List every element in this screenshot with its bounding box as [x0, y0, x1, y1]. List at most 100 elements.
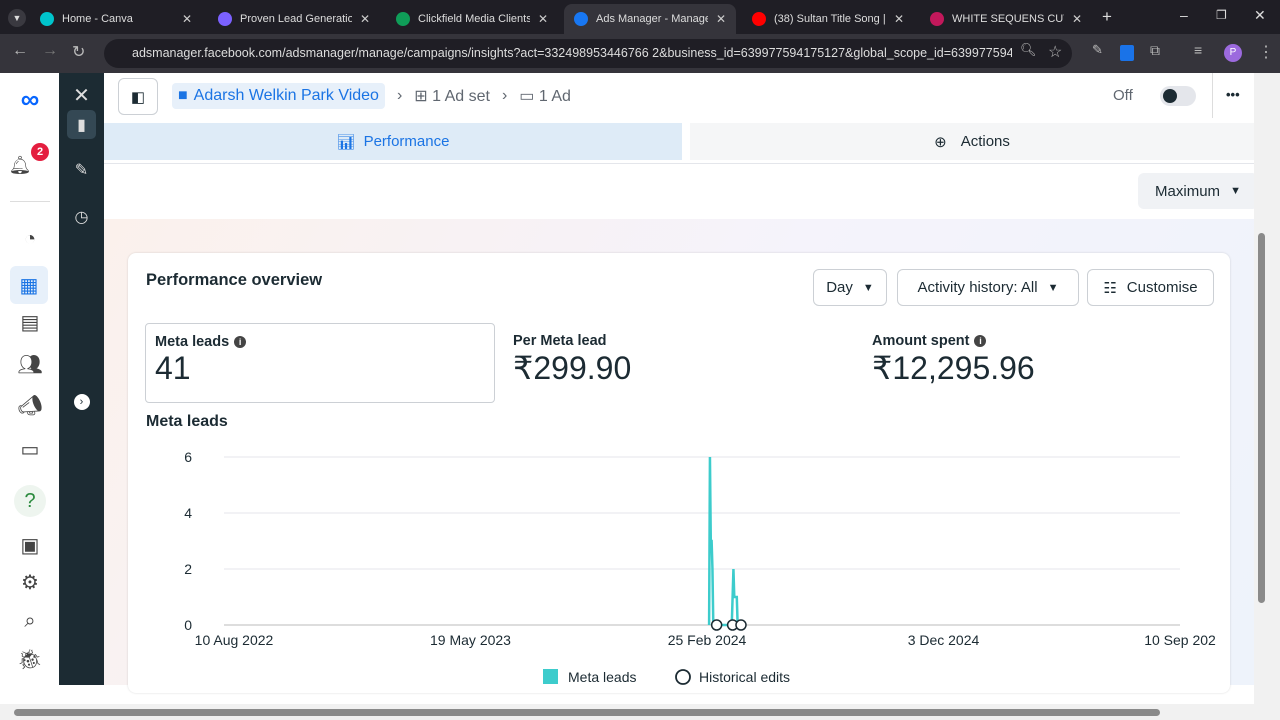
audiences-icon[interactable]: 👥︎: [17, 353, 43, 376]
maximize-button[interactable]: ❐: [1216, 8, 1227, 22]
tab-performance[interactable]: 📊︎ Performance: [104, 123, 682, 160]
browser-tab[interactable]: Proven Lead Generation St ✕: [208, 4, 380, 34]
x-tick-label: 10 Aug 2022: [195, 632, 274, 648]
status-label: Off: [1113, 87, 1133, 104]
granularity-dropdown[interactable]: Day ▼: [813, 269, 887, 306]
search-icon[interactable]: ⌕: [24, 609, 36, 632]
notification-badge: 2: [31, 143, 49, 161]
back-icon[interactable]: ←: [12, 42, 28, 59]
tab-close-icon[interactable]: ✕: [893, 12, 904, 26]
browser-tab[interactable]: Home - Canva ✕: [30, 4, 202, 34]
legend-label: Historical edits: [699, 669, 790, 685]
browser-tab[interactable]: WHITE SEQUENS CUTDAN ✕: [920, 4, 1092, 34]
help-icon[interactable]: ?: [14, 485, 46, 517]
profile-avatar[interactable]: P: [1224, 44, 1242, 62]
scrollbar-thumb[interactable]: [14, 709, 1160, 716]
info-icon[interactable]: i: [234, 336, 247, 348]
tab-actions-label: Actions: [960, 133, 1010, 150]
y-tick-label: 6: [184, 449, 192, 465]
browser-tab[interactable]: (38) Sultan Title Song | Sal ✕: [742, 4, 914, 34]
tab-close-icon[interactable]: ✕: [181, 12, 192, 26]
breadcrumb-campaign[interactable]: ■ Adarsh Welkin Park Video: [172, 83, 385, 109]
sidebar-toggle-icon: ◧: [130, 88, 146, 106]
divider: [1212, 73, 1213, 118]
expand-chevron-icon[interactable]: ›: [73, 393, 90, 410]
breadcrumb-ad[interactable]: ▭ 1 Ad: [519, 88, 571, 105]
url-bar[interactable]: adsmanager.facebook.com/adsmanager/manag…: [104, 39, 1072, 68]
breadcrumb-adset[interactable]: ⊞ 1 Ad set: [414, 88, 490, 105]
metric-value: ₹12,295.96: [872, 350, 1035, 386]
browser-menu-icon[interactable]: ⋮: [1258, 44, 1274, 61]
tab-title: Home - Canva: [62, 13, 133, 25]
edit-pencil-icon[interactable]: ✎: [74, 161, 89, 179]
horizontal-scrollbar[interactable]: [0, 704, 1280, 720]
scrollbar-thumb[interactable]: [1258, 233, 1265, 603]
bookmark-star-icon[interactable]: ☆: [1048, 44, 1063, 61]
historical-edits-icon: [675, 669, 691, 685]
reading-list-icon[interactable]: ≡: [1194, 42, 1203, 58]
customise-button[interactable]: ☷ Customise: [1087, 269, 1214, 306]
caret-down-icon: ▼: [862, 281, 874, 294]
meta-logo-icon[interactable]: ∞: [20, 83, 40, 114]
metric-per-meta-lead[interactable]: Per Meta lead ₹299.90: [513, 333, 631, 387]
extension-pen-icon[interactable]: ✎: [1092, 42, 1103, 57]
breadcrumb: ■ Adarsh Welkin Park Video › ⊞ 1 Ad set ›…: [172, 81, 571, 111]
granularity-value: Day: [826, 279, 853, 296]
download-icon[interactable]: [1120, 45, 1134, 61]
forward-icon[interactable]: →: [42, 42, 58, 59]
advertising-megaphone-icon[interactable]: 📣︎: [17, 394, 43, 417]
settings-gear-icon[interactable]: ⚙: [21, 571, 39, 594]
minimize-button[interactable]: –: [1180, 7, 1188, 23]
browser-tab[interactable]: Ads Manager - Manage ad ✕: [564, 4, 736, 34]
tab-search-button[interactable]: ▼: [8, 9, 26, 27]
metric-value: 41: [155, 350, 191, 386]
historical-edit-marker: [710, 619, 723, 631]
reports-icon[interactable]: ▤: [20, 311, 40, 334]
caret-down-icon: ▼: [1047, 281, 1059, 294]
y-tick-label: 2: [184, 561, 192, 577]
vertical-scrollbar[interactable]: [1254, 73, 1280, 704]
tab-favicon-icon: [930, 12, 944, 26]
upload-circle-icon: ⊕: [934, 133, 947, 151]
performance-chart-icon[interactable]: ▮: [67, 110, 96, 139]
y-tick-label: 0: [184, 617, 192, 633]
extensions-icon[interactable]: ⧉: [1150, 42, 1160, 58]
dashboard-gauge-icon[interactable]: ◔: [23, 227, 37, 250]
news-icon[interactable]: ▣: [20, 534, 40, 557]
reload-icon[interactable]: ↻: [72, 44, 86, 61]
tab-favicon-icon: [574, 12, 588, 26]
campaigns-table-icon[interactable]: ▦: [10, 266, 48, 304]
tab-close-icon[interactable]: ✕: [715, 12, 726, 26]
bug-report-icon[interactable]: 🐞︎: [17, 648, 43, 671]
metric-meta-leads[interactable]: Meta leads i 41: [145, 323, 495, 403]
tab-favicon-icon: [218, 12, 232, 26]
metric-label: Per Meta lead: [513, 333, 607, 349]
x-tick-label: 19 May 2023: [430, 632, 511, 648]
browser-tab-bar: ▼ Home - Canva✕Proven Lead Generation St…: [0, 0, 1280, 34]
more-options-button[interactable]: •••: [1226, 87, 1240, 102]
browser-tab[interactable]: Clickfield Media Clients - G ✕: [386, 4, 558, 34]
history-clock-icon[interactable]: ◷: [74, 208, 89, 226]
legend-label: Meta leads: [568, 669, 636, 685]
metric-amount-spent[interactable]: Amount spent i ₹12,295.96: [872, 333, 1035, 387]
notifications-bell-icon[interactable]: 🔔︎: [8, 154, 32, 175]
close-window-button[interactable]: ✕: [1254, 7, 1266, 23]
info-icon[interactable]: i: [974, 335, 987, 347]
chevron-right-icon: ›: [501, 87, 508, 104]
billing-card-icon[interactable]: ▭: [20, 438, 40, 461]
zoom-icon[interactable]: 🔍︎: [1020, 42, 1037, 57]
activity-history-dropdown[interactable]: Activity history: All ▼: [897, 269, 1079, 306]
new-tab-button[interactable]: +: [1102, 7, 1112, 26]
campaign-toggle[interactable]: [1160, 86, 1196, 106]
url-input[interactable]: adsmanager.facebook.com/adsmanager/manag…: [132, 46, 1012, 60]
tab-close-icon[interactable]: ✕: [1071, 12, 1082, 26]
close-icon[interactable]: ✕: [73, 85, 90, 107]
tab-close-icon[interactable]: ✕: [537, 12, 548, 26]
address-bar-row: ← → ↻ adsmanager.facebook.com/adsmanager…: [0, 34, 1280, 73]
metric-value: ₹299.90: [513, 350, 632, 386]
tab-actions[interactable]: ⊕ Actions: [690, 123, 1254, 160]
tab-title: Ads Manager - Manage ad: [596, 13, 708, 25]
toggle-panel-button[interactable]: ◧: [118, 78, 158, 115]
tab-close-icon[interactable]: ✕: [359, 12, 370, 26]
date-range-dropdown[interactable]: Maximum ▼: [1138, 173, 1258, 209]
